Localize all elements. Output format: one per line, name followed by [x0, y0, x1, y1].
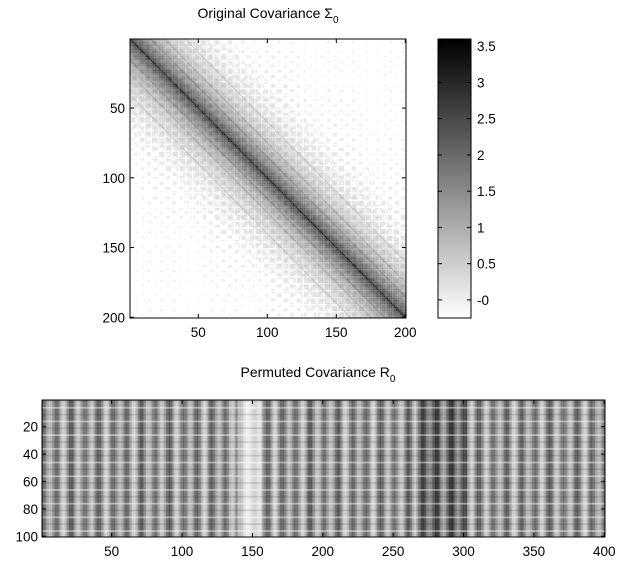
- y-tick-label: 50: [110, 101, 125, 116]
- x-tick-label: 150: [325, 325, 348, 340]
- x-tick-label: 150: [241, 544, 264, 559]
- colorbar-tick-label: 3.5: [477, 39, 496, 54]
- x-tick-label: 250: [382, 544, 405, 559]
- x-tick-label: 100: [256, 325, 279, 340]
- x-tick-label: 200: [312, 544, 335, 559]
- y-tick-label: 60: [23, 475, 38, 490]
- colorbar-tick-label: 3: [477, 75, 485, 90]
- colorbar-tick-label: 2.5: [477, 112, 496, 127]
- x-tick-label: 50: [191, 325, 206, 340]
- y-tick-label: 80: [23, 502, 38, 517]
- colorbar-tick-label: 1.5: [477, 184, 496, 199]
- colorbar-tick-label: -0: [477, 293, 489, 308]
- x-tick-label: 50: [104, 544, 119, 559]
- y-tick-label: 100: [15, 529, 38, 544]
- x-tick-label: 350: [523, 544, 546, 559]
- y-tick-label: 200: [102, 310, 125, 325]
- y-tick-label: 40: [23, 447, 38, 462]
- bottom-heatmap-image: [42, 400, 605, 537]
- y-tick-label: 100: [102, 171, 125, 186]
- x-tick-label: 100: [171, 544, 194, 559]
- colorbar-tick-label: 2: [477, 148, 485, 163]
- top-heatmap-image: [130, 39, 406, 318]
- x-tick-label: 200: [394, 325, 417, 340]
- x-tick-label: 400: [593, 544, 616, 559]
- y-tick-label: 20: [23, 420, 38, 435]
- colorbar: [438, 39, 471, 318]
- bottom-chart-title: Permuted Covariance R0: [241, 364, 396, 385]
- colorbar-tick-label: 0.5: [477, 257, 496, 272]
- x-tick-label: 300: [452, 544, 475, 559]
- y-tick-label: 150: [102, 241, 125, 256]
- top-chart-title: Original Covariance Σ0: [197, 5, 339, 26]
- colorbar-tick-label: 1: [477, 220, 485, 235]
